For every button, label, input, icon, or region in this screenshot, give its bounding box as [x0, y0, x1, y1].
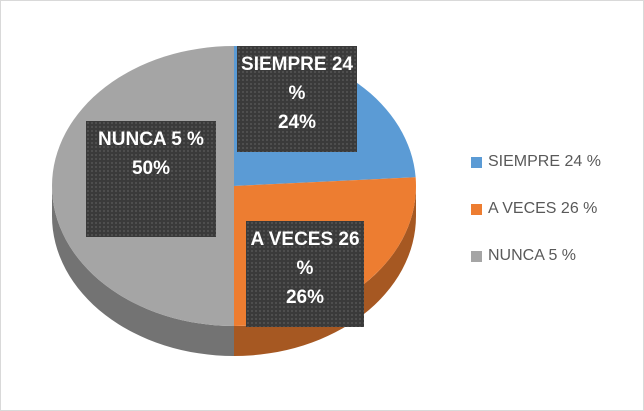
- legend-item: NUNCA 5 %: [471, 247, 576, 265]
- data-label-value: 26%: [285, 287, 325, 308]
- data-label-category: SIEMPRE 24 %: [241, 54, 353, 104]
- legend-label: NUNCA 5 %: [488, 247, 577, 264]
- data-label: NUNCA 5 % 50%: [86, 121, 216, 237]
- data-label-category: A VECES 26 %: [250, 229, 360, 279]
- data-label-value: 24%: [277, 112, 317, 133]
- data-label: A VECES 26 % 26%: [246, 221, 364, 327]
- slice-side: [52, 186, 234, 356]
- legend-swatch: [471, 203, 482, 215]
- legend-label: A VECES 26 %: [488, 200, 598, 217]
- legend-item: A VECES 26 %: [471, 200, 597, 218]
- data-label-value: 50%: [131, 158, 171, 179]
- data-label-category: NUNCA 5 %: [98, 129, 204, 150]
- legend-label: SIEMPRE 24 %: [488, 153, 601, 170]
- legend-item: SIEMPRE 24 %: [471, 153, 601, 171]
- legend-swatch: [471, 250, 482, 262]
- data-label: SIEMPRE 24 % 24%: [237, 46, 357, 152]
- legend-swatch: [471, 156, 482, 168]
